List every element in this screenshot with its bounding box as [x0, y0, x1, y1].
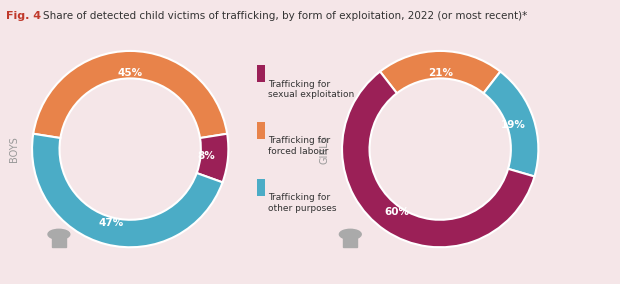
Text: 60%: 60% [384, 207, 410, 218]
Text: GIRLS: GIRLS [319, 135, 329, 164]
Text: Trafficking for
sexual exploitation: Trafficking for sexual exploitation [268, 80, 355, 99]
Text: 8%: 8% [198, 151, 215, 161]
Wedge shape [33, 51, 227, 138]
Text: BOYS: BOYS [9, 136, 19, 162]
Wedge shape [484, 72, 538, 176]
Text: Share of detected child victims of trafficking, by form of exploitation, 2022 (o: Share of detected child victims of traff… [43, 11, 528, 21]
Wedge shape [32, 134, 223, 247]
Text: 47%: 47% [99, 218, 124, 228]
Text: Fig. 4: Fig. 4 [6, 11, 42, 21]
Text: 19%: 19% [500, 120, 526, 130]
Wedge shape [197, 134, 228, 182]
Wedge shape [380, 51, 500, 93]
Text: 45%: 45% [118, 68, 143, 78]
Wedge shape [342, 72, 534, 247]
Text: 21%: 21% [428, 68, 453, 78]
Text: Trafficking for
other purposes: Trafficking for other purposes [268, 193, 337, 212]
Text: Trafficking for
forced labour: Trafficking for forced labour [268, 136, 330, 156]
